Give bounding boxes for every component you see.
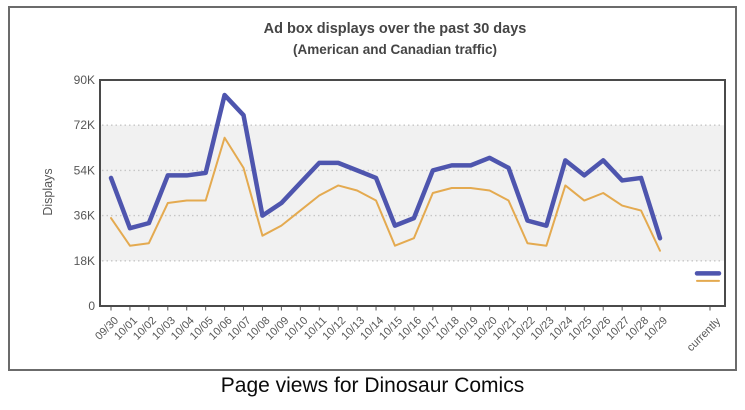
chart-subtitle: (American and Canadian traffic) [292, 42, 498, 57]
y-tick-label: 0 [88, 299, 95, 313]
y-tick-label: 90K [74, 73, 95, 87]
orange-line [110, 136, 661, 252]
chart-title: Ad box displays over the past 30 days [263, 21, 527, 37]
x-tick-label-currently: currently [685, 315, 724, 354]
blue-line [108, 92, 663, 241]
plot-border [99, 79, 726, 307]
y-tick-label: 36K [74, 209, 95, 223]
y-tick-label: 54K [74, 163, 95, 177]
plot-area: 09/3010/0110/0210/0310/0410/0510/0610/07… [74, 73, 726, 354]
y-tick-label: 72K [74, 118, 95, 132]
y-tick-label: 18K [74, 254, 95, 268]
chart-frame: Ad box displays over the past 30 days (A… [8, 6, 737, 371]
shaded-band [101, 125, 724, 261]
figure-caption: Page views for Dinosaur Comics [220, 374, 525, 397]
